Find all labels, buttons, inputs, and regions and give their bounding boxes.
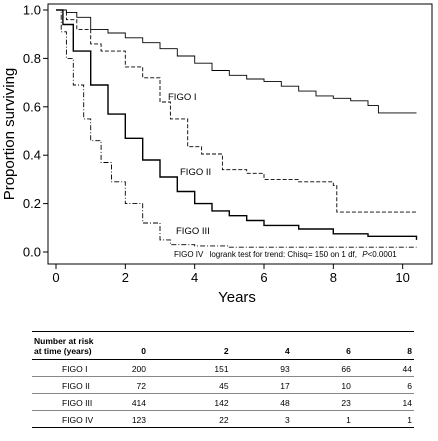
logrank-text: logrank test for trend: Chisq= 150 on 1 … — [210, 250, 357, 259]
y-tick-label: 0.2 — [23, 196, 41, 211]
plot-frame — [47, 3, 433, 265]
survival-curves — [56, 9, 418, 248]
x-tick-label: 2 — [122, 270, 129, 285]
number-at-risk-table: Number at risk at time (years) 0 2 4 6 8… — [32, 331, 414, 428]
risk-cell: 3 — [230, 410, 292, 428]
y-tick-label: 0.8 — [23, 51, 41, 66]
risk-cell: 72 — [124, 376, 148, 394]
y-tick-label: 0.4 — [23, 148, 41, 163]
header-line-1: Number at risk — [34, 336, 94, 346]
time-header: 0 — [124, 331, 148, 360]
table-row: FIGO IV 123 22 3 1 1 — [32, 410, 414, 428]
risk-cell: 414 — [124, 393, 148, 411]
table-row: FIGO III 414 142 48 23 14 — [32, 393, 414, 411]
group-cell: FIGO II — [32, 376, 124, 394]
time-header: 4 — [230, 331, 292, 360]
risk-cell: 142 — [148, 393, 231, 411]
risk-table-header: Number at risk at time (years) 0 2 4 6 8 — [32, 331, 414, 360]
curve-label-figo-ii: FIGO II — [180, 167, 211, 178]
time-header: 8 — [352, 331, 414, 360]
y-axis-label: Proportion surviving — [1, 68, 18, 201]
group-cell: FIGO I — [32, 359, 124, 377]
table-row: FIGO I 200 151 93 66 44 — [32, 359, 414, 377]
risk-cell: 14 — [352, 393, 414, 411]
curve-label-figo-iii: FIGO III — [176, 226, 210, 237]
x-tick-label: 10 — [395, 270, 409, 285]
risk-cell: 1 — [352, 410, 414, 428]
risk-cell: 200 — [124, 359, 148, 377]
logrank-annotation: FIGO IV logrank test for trend: Chisq= 1… — [174, 250, 397, 259]
x-axis-label: Years — [218, 289, 256, 306]
risk-cell: 1 — [291, 410, 353, 428]
curve-label-figo-i: FIGO I — [168, 92, 197, 103]
series-line-figo-iv — [56, 9, 417, 248]
risk-cell: 123 — [124, 410, 148, 428]
risk-cell: 6 — [352, 376, 414, 394]
risk-cell: 17 — [230, 376, 292, 394]
p-value: <0.0001 — [368, 250, 398, 259]
risk-cell: 22 — [148, 410, 231, 428]
y-tick-label: 0.6 — [23, 99, 41, 114]
risk-cell: 44 — [352, 359, 414, 377]
risk-cell: 10 — [291, 376, 353, 394]
axis-ticks: 0.0 0.2 0.4 0.6 0.8 1.0 0 2 4 6 8 10 — [23, 3, 410, 286]
x-tick-label: 0 — [52, 270, 59, 285]
risk-cell: 48 — [230, 393, 292, 411]
series-line-figo-i — [56, 9, 417, 114]
survival-chart: 0.0 0.2 0.4 0.6 0.8 1.0 0 2 4 6 8 10 Proportion sur… — [1, 3, 433, 306]
risk-cell: 45 — [148, 376, 231, 394]
risk-cell: 66 — [291, 359, 353, 377]
time-header: 2 — [148, 331, 231, 360]
risk-cell: 151 — [148, 359, 231, 377]
risk-table-header-label: Number at risk at time (years) — [32, 331, 124, 360]
x-tick-label: 6 — [260, 270, 267, 285]
x-tick-label: 8 — [330, 270, 337, 285]
series-line-figo-iii — [56, 9, 418, 240]
curve-label-figo-iv: FIGO IV — [174, 250, 204, 259]
series-line-figo-ii — [56, 9, 417, 213]
risk-cell: 23 — [291, 393, 353, 411]
header-line-2: at time (years) — [34, 346, 92, 356]
group-cell: FIGO III — [32, 393, 124, 411]
y-tick-label: 1.0 — [23, 3, 41, 18]
table-row: FIGO II 72 45 17 10 6 — [32, 376, 414, 394]
risk-cell: 93 — [230, 359, 292, 377]
p-label: P — [362, 250, 368, 259]
group-cell: FIGO IV — [32, 410, 124, 428]
x-tick-label: 4 — [191, 270, 198, 285]
y-tick-label: 0.0 — [23, 245, 41, 260]
time-header: 6 — [291, 331, 353, 360]
